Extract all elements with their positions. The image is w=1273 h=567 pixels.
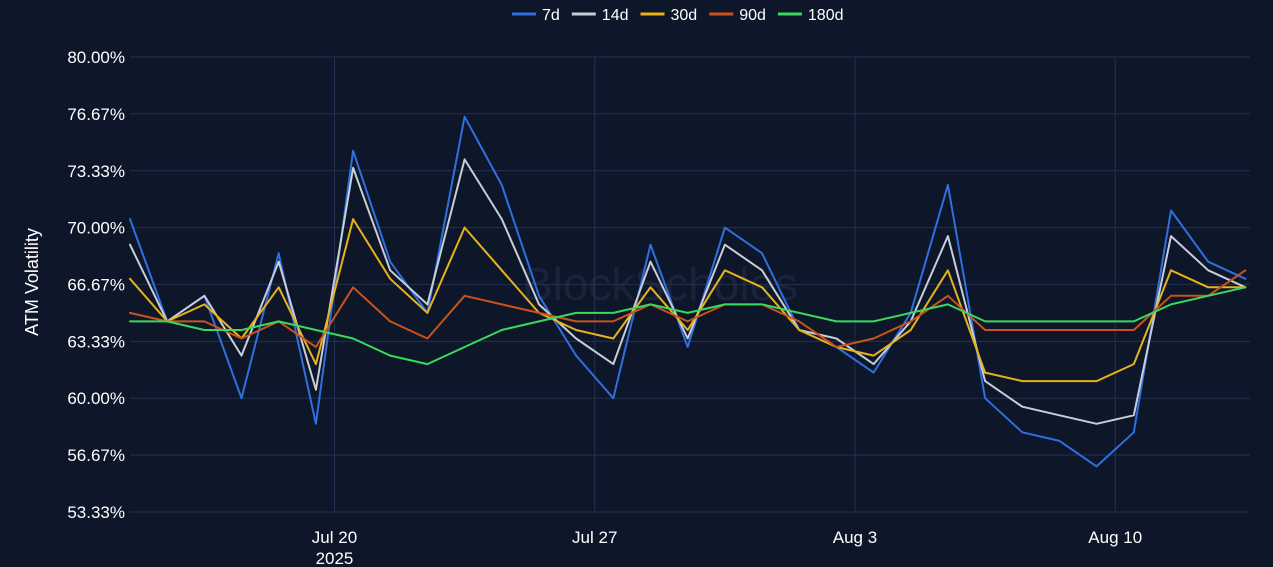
x-tick-sublabel: 2025	[316, 549, 354, 567]
x-tick-label: Aug 10	[1088, 528, 1142, 547]
y-tick-label: 76.67%	[67, 105, 125, 124]
x-axis-ticks: Jul 20 2025 Jul 27 Aug 3 Aug 10	[312, 528, 1142, 567]
series-line-30d	[129, 218, 1247, 383]
x-tick-label: Aug 3	[833, 528, 877, 547]
y-tick-label: 73.33%	[67, 162, 125, 181]
legend-label-180d: 180d	[808, 7, 844, 24]
y-axis-ticks: 53.33% 56.67% 60.00% 63.33% 66.67% 70.00% 73.3…	[67, 48, 125, 522]
legend-label-90d: 90d	[739, 7, 766, 24]
y-tick-label: 70.00%	[67, 219, 125, 238]
series-line-180d	[129, 286, 1247, 366]
series-line-14d	[129, 158, 1247, 425]
y-tick-label: 80.00%	[67, 48, 125, 67]
y-tick-label: 60.00%	[67, 389, 125, 408]
legend-label-7d: 7d	[542, 7, 560, 24]
y-tick-label: 66.67%	[67, 275, 125, 294]
legend-label-14d: 14d	[602, 7, 629, 24]
series-line-7d	[129, 115, 1247, 468]
x-tick-label: Jul 20	[312, 528, 357, 547]
legend-label-30d: 30d	[671, 7, 698, 24]
watermark: BlockScholes	[522, 258, 798, 310]
y-tick-label: 63.33%	[67, 332, 125, 351]
x-tick-label: Jul 27	[572, 528, 617, 547]
series-lines	[129, 115, 1247, 468]
y-tick-label: 56.67%	[67, 446, 125, 465]
y-tick-label: 53.33%	[67, 503, 125, 522]
series-line-90d	[129, 269, 1247, 348]
legend: 7d 14d 30d 90d 180d	[512, 7, 844, 24]
y-axis-label: ATM Volatility	[22, 228, 42, 336]
